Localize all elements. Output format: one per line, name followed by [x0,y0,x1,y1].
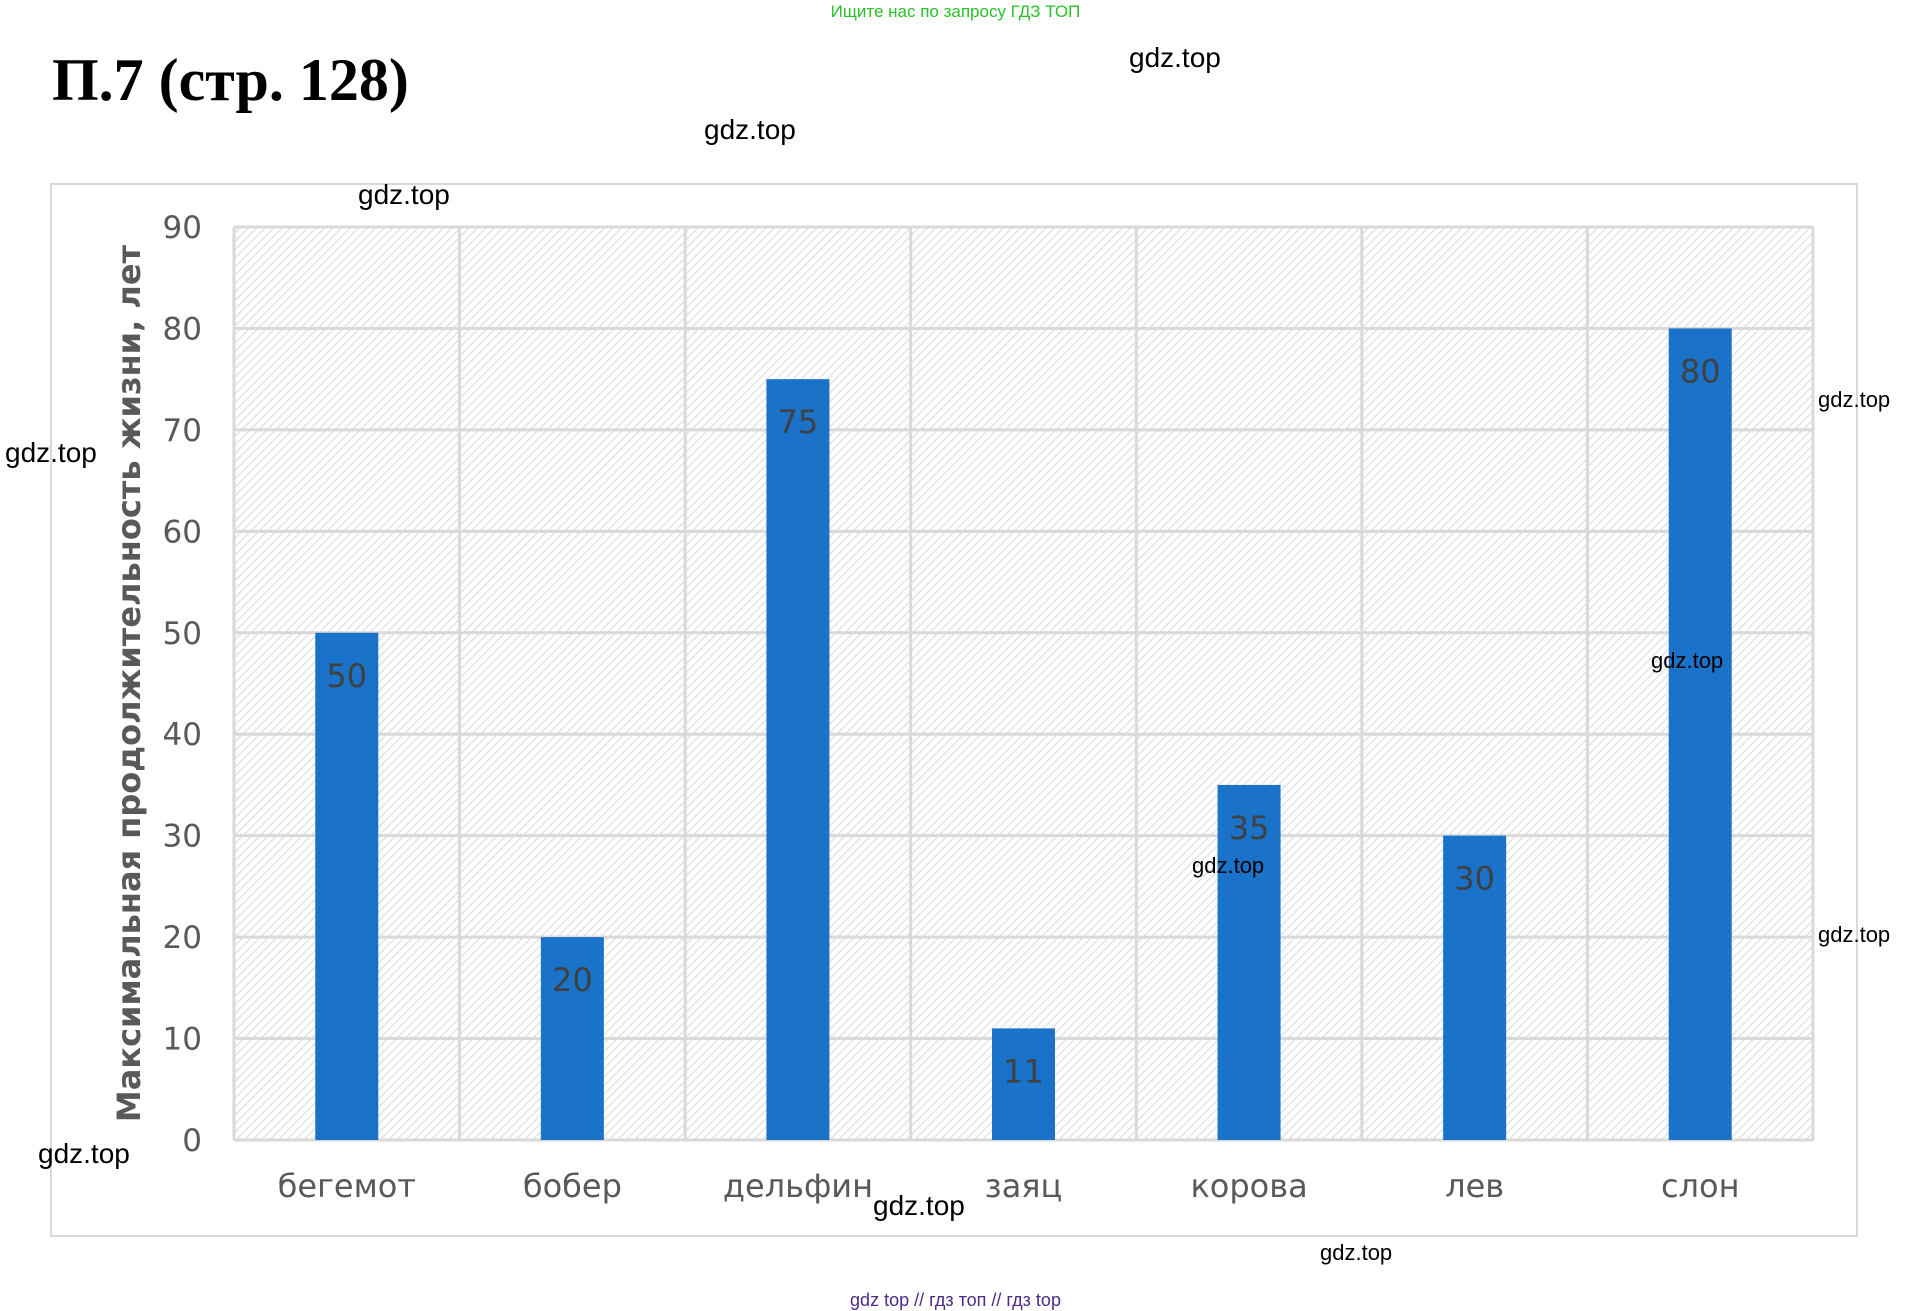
bar [1217,784,1281,1140]
y-tick-label: 0 [182,1123,202,1159]
y-axis-title: Максимальная продолжительность жизни, ле… [110,244,148,1122]
y-tick-label: 90 [163,210,202,246]
watermark: gdz.top [1320,1240,1393,1265]
y-tick-label: 70 [163,413,202,449]
y-tick-label: 20 [163,920,202,956]
x-tick-label: дельфин [723,1167,873,1205]
data-label: 50 [326,657,367,695]
page-title: П.7 (стр. 128) [52,47,409,113]
data-label: 75 [778,403,819,441]
data-label: 11 [1003,1052,1044,1090]
y-tick-label: 50 [163,616,202,652]
watermark: gdz.top [1651,648,1724,673]
x-tick-label: слон [1661,1167,1740,1205]
x-tick-label: бобер [523,1167,622,1205]
watermark: gdz.top [1129,42,1221,73]
y-tick-label: 80 [163,311,202,347]
data-label: 30 [1454,860,1495,898]
footer-links: gdz top // гдз топ // гдз top [850,1290,1061,1310]
bar [992,1028,1055,1140]
bar [1443,835,1507,1140]
watermark: gdz.top [5,437,97,468]
top-banner: Ищите нас по запросу ГДЗ ТОП [830,2,1081,21]
x-tick-label: бегемот [278,1167,416,1205]
watermark: gdz.top [1818,387,1891,412]
watermark: gdz.top [1818,922,1891,947]
y-tick-label: 60 [163,514,202,550]
data-label: 80 [1680,352,1721,390]
y-tick-label: 10 [163,1022,202,1058]
x-tick-label: лев [1445,1167,1504,1205]
data-label: 20 [552,961,593,999]
watermark: gdz.top [358,179,450,210]
plot-area [234,227,1813,1140]
x-tick-label: корова [1190,1167,1307,1205]
watermark: gdz.top [873,1190,965,1221]
bar [1668,328,1732,1140]
bar [540,937,604,1140]
watermark: gdz.top [1192,853,1265,878]
y-tick-label: 40 [163,717,202,753]
bar [766,379,830,1141]
watermark: gdz.top [704,114,796,145]
chart-frame [50,183,1858,1237]
x-tick-label: заяц [985,1167,1063,1205]
watermark: gdz.top [38,1138,130,1169]
bar [315,632,379,1140]
y-tick-label: 30 [163,819,202,855]
data-label: 35 [1229,809,1270,847]
